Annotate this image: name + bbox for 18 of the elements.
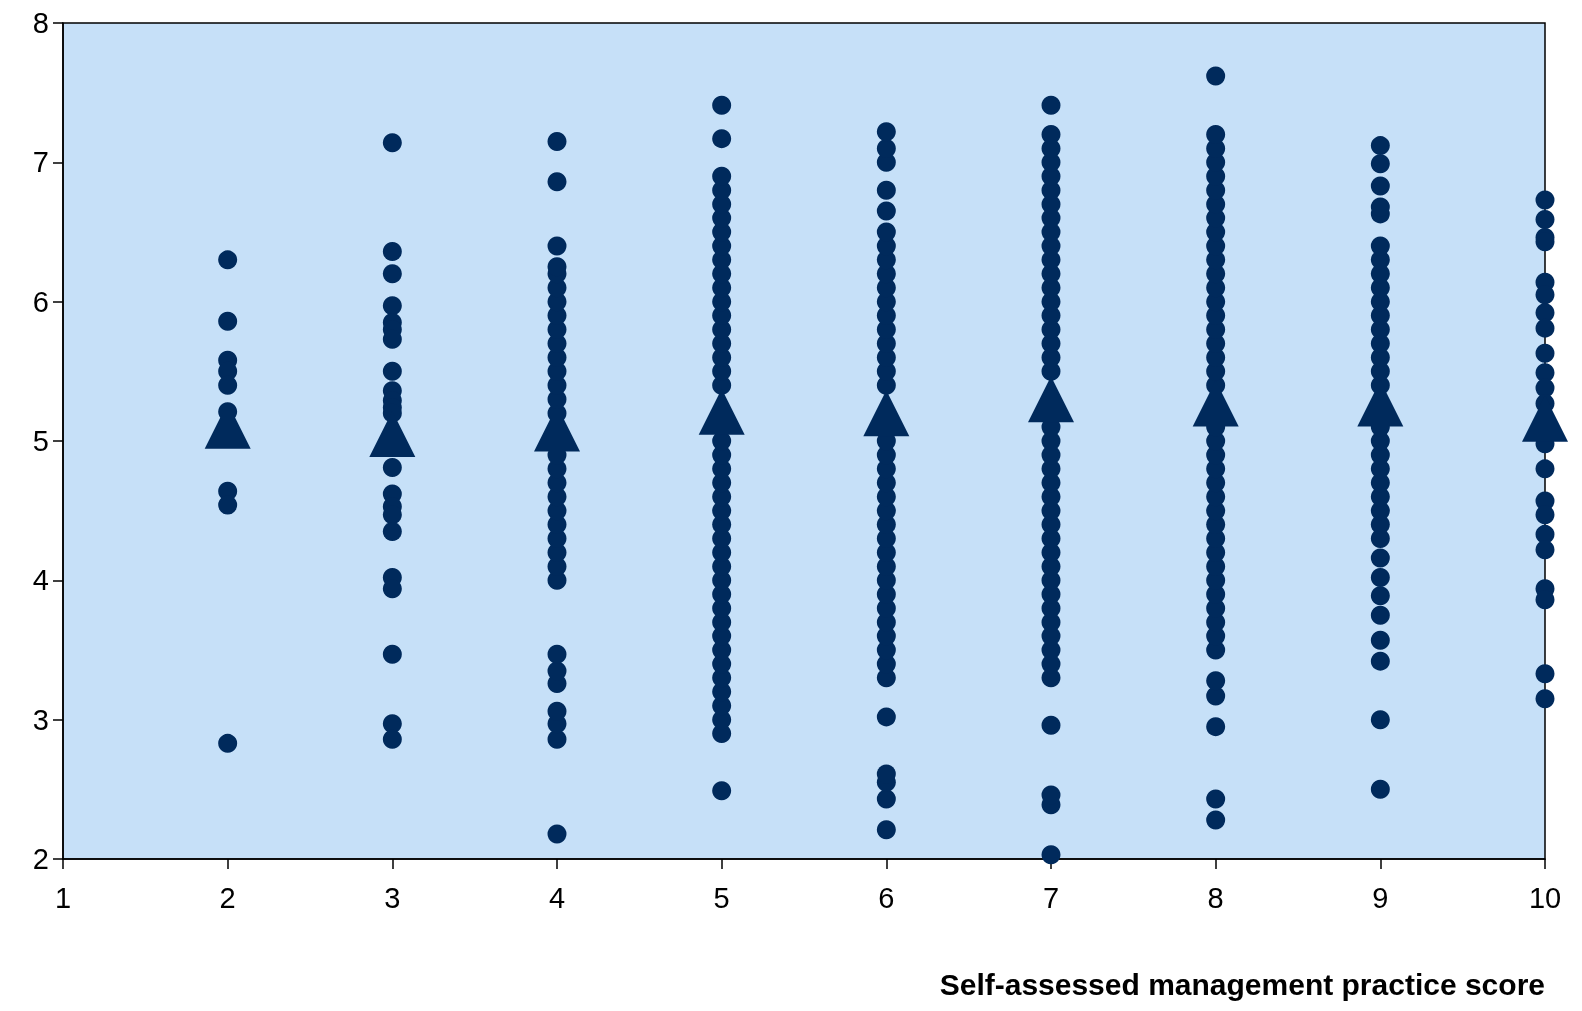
x-axis-title: Self-assessed management practice score bbox=[939, 967, 1545, 1001]
x-tick-label: 10 bbox=[1528, 881, 1562, 914]
x-tick-label: 9 bbox=[1372, 881, 1389, 914]
x-tick-label: 3 bbox=[384, 881, 401, 914]
y-tick-label: 8 bbox=[32, 7, 49, 39]
y-tick-label: 5 bbox=[32, 425, 49, 457]
y-tick-label: 2 bbox=[32, 843, 49, 875]
x-tick-label: 7 bbox=[1042, 881, 1060, 914]
x-tick-label: 8 bbox=[1207, 881, 1224, 914]
y-tick-label: 4 bbox=[32, 564, 49, 597]
y-tick-label: 7 bbox=[32, 146, 49, 179]
x-tick-label: 6 bbox=[878, 881, 895, 914]
x-tick-label: 2 bbox=[219, 881, 236, 914]
y-tick-label: 3 bbox=[32, 703, 49, 736]
y-tick-label: 6 bbox=[32, 285, 49, 318]
x-tick-label: 1 bbox=[54, 881, 72, 914]
x-tick-label: 4 bbox=[548, 881, 566, 914]
x-tick-label: 5 bbox=[713, 881, 730, 914]
